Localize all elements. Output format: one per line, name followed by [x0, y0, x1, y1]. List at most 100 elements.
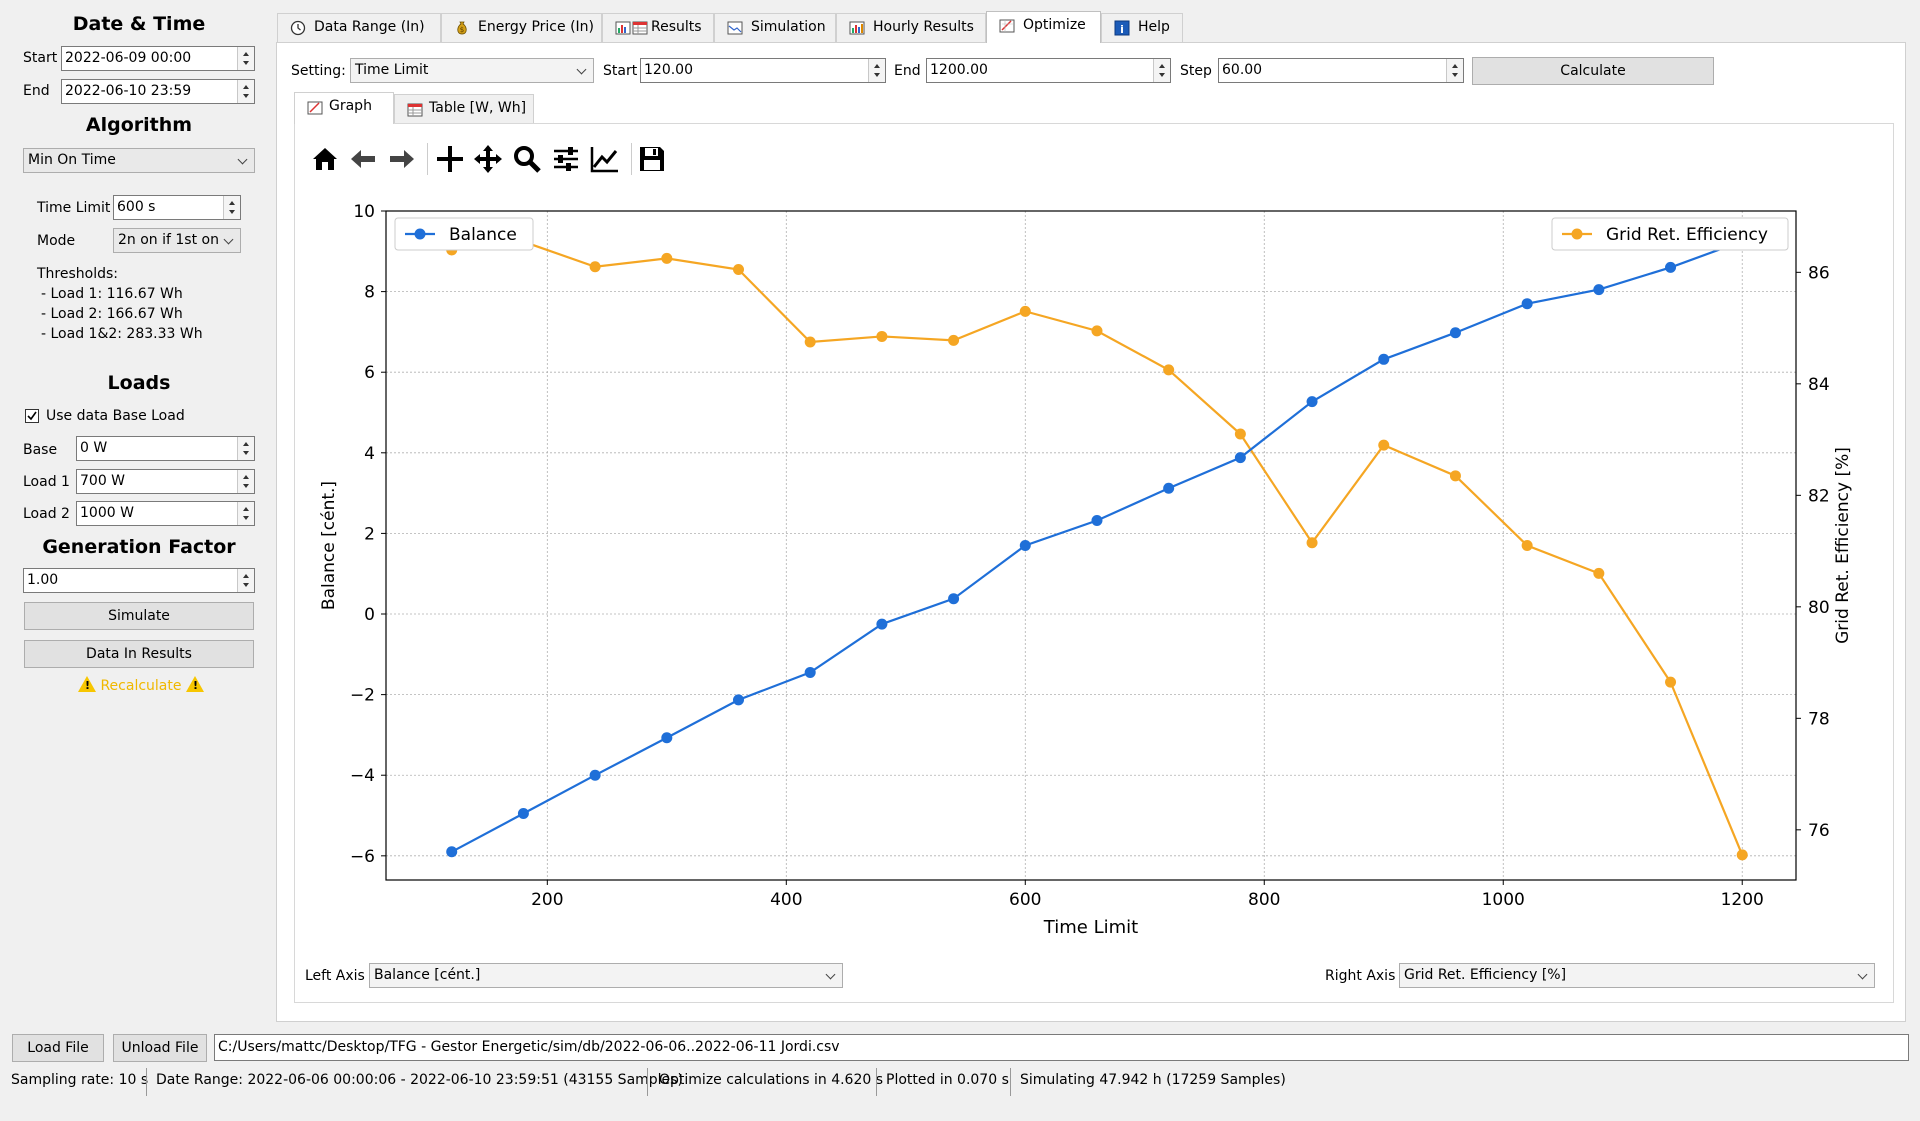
right-axis-value: Grid Ret. Efficiency [%]	[1404, 967, 1567, 983]
home-icon[interactable]	[309, 143, 341, 175]
info-icon: i	[1114, 20, 1130, 36]
tab-help[interactable]: i Help	[1101, 13, 1183, 42]
balance-point	[1163, 482, 1175, 494]
generation-factor-title: Generation Factor	[42, 536, 236, 558]
setting-select[interactable]: Time Limit	[350, 58, 594, 83]
line-chart-icon	[727, 21, 743, 35]
spin-arrows-icon[interactable]	[1446, 59, 1463, 82]
y2-tick-label: 84	[1808, 375, 1830, 395]
svg-text:i: i	[1120, 23, 1124, 36]
calculate-button[interactable]: Calculate	[1472, 57, 1714, 85]
tab-label: Results	[651, 19, 702, 35]
y-tick-label: 0	[364, 605, 375, 625]
efficiency-point	[1521, 540, 1533, 551]
tab-hourly-results[interactable]: Hourly Results	[836, 13, 986, 42]
time-limit-label: Time Limit	[37, 200, 111, 216]
balance-point	[517, 808, 529, 820]
tab-label: Hourly Results	[873, 19, 974, 35]
x-axis-label: Time Limit	[1043, 917, 1138, 938]
tab-simulation[interactable]: Simulation	[714, 13, 836, 42]
plot-frame	[385, 210, 1797, 881]
spin-arrows-icon[interactable]	[237, 437, 254, 460]
threshold-load1: - Load 1: 116.67 Wh	[41, 286, 183, 302]
save-icon[interactable]	[636, 143, 668, 175]
tab-data-range[interactable]: Data Range (In)	[277, 13, 441, 42]
opt-end-label: End	[894, 63, 921, 79]
forward-arrow-icon[interactable]	[385, 143, 417, 175]
algorithm-select[interactable]: Min On Time	[23, 148, 255, 173]
end-datetime-input[interactable]: 2022-06-10 23:59	[61, 79, 255, 104]
left-axis-select[interactable]: Balance [cént.]	[369, 963, 843, 988]
sliders-icon[interactable]	[550, 143, 582, 175]
subtab-graph[interactable]: Graph	[294, 92, 394, 124]
y-axis-right-label: Grid Ret. Efficiency [%]	[1833, 447, 1853, 644]
efficiency-point	[1091, 325, 1103, 337]
x-tick-label: 800	[1248, 890, 1280, 910]
efficiency-point	[589, 261, 601, 273]
mode-select[interactable]: 2n on if 1st on	[113, 228, 241, 253]
load2-input[interactable]: 1000 W	[76, 501, 255, 526]
load-file-button[interactable]: Load File	[12, 1034, 104, 1062]
opt-end-input[interactable]: 1200.00	[926, 58, 1171, 83]
y2-tick-label: 78	[1808, 709, 1830, 729]
algorithm-title: Algorithm	[85, 114, 193, 136]
right-axis-select[interactable]: Grid Ret. Efficiency [%]	[1399, 963, 1875, 988]
crosshair-icon[interactable]	[434, 143, 466, 175]
spin-arrows-icon[interactable]	[223, 196, 240, 219]
start-datetime-value: 2022-06-09 00:00	[65, 50, 192, 66]
edit-curve-icon[interactable]	[589, 143, 621, 175]
base-load-input[interactable]: 0 W	[76, 436, 255, 461]
opt-start-input[interactable]: 120.00	[640, 58, 886, 83]
simulate-button[interactable]: Simulate	[24, 602, 254, 630]
svg-text:$: $	[460, 26, 464, 34]
y2-tick-label: 76	[1808, 821, 1830, 841]
base-label: Base	[23, 442, 58, 458]
spin-arrows-icon[interactable]	[237, 470, 254, 493]
tab-energy-price[interactable]: $ Energy Price (In)	[441, 13, 602, 42]
unload-file-button[interactable]: Unload File	[113, 1034, 207, 1062]
tab-label: Optimize	[1023, 17, 1086, 33]
tab-results[interactable]: Results	[602, 13, 714, 42]
tab-label: Help	[1138, 19, 1170, 35]
mode-label: Mode	[37, 233, 76, 249]
load1-input[interactable]: 700 W	[76, 469, 255, 494]
efficiency-point	[1306, 537, 1318, 549]
efficiency-point	[804, 336, 816, 348]
file-path-field[interactable]: C:/Users/mattc/Desktop/TFG - Gestor Ener…	[214, 1034, 1909, 1061]
balance-point	[1665, 261, 1677, 273]
spin-arrows-icon[interactable]	[237, 502, 254, 525]
spin-arrows-icon[interactable]	[1153, 59, 1170, 82]
status-date-range: Date Range: 2022-06-06 00:00:06 - 2022-0…	[156, 1072, 683, 1088]
use-base-load-label: Use data Base Load	[46, 408, 185, 424]
efficiency-point	[948, 334, 960, 346]
start-datetime-input[interactable]: 2022-06-09 00:00	[61, 46, 255, 71]
spin-arrows-icon[interactable]	[237, 47, 254, 70]
time-limit-input[interactable]: 600 s	[113, 195, 241, 220]
setting-value: Time Limit	[355, 62, 429, 78]
legend-efficiency-label: Grid Ret. Efficiency	[1606, 225, 1768, 245]
chevron-down-icon	[1857, 969, 1868, 980]
tab-label: Simulation	[751, 19, 826, 35]
data-in-results-button[interactable]: Data In Results	[24, 640, 254, 668]
tab-label: Data Range (In)	[314, 19, 425, 35]
y-axis-left-label: Balance [cént.]	[319, 481, 339, 610]
subtab-table[interactable]: Table [W, Wh]	[394, 94, 534, 123]
opt-step-input[interactable]: 60.00	[1218, 58, 1464, 83]
efficiency-point	[1665, 676, 1677, 688]
warning-icon: !	[78, 676, 96, 692]
generation-factor-input[interactable]: 1.00	[23, 568, 255, 593]
spin-arrows-icon[interactable]	[237, 80, 254, 103]
balance-point	[804, 666, 816, 678]
zoom-icon[interactable]	[511, 143, 543, 175]
pan-icon[interactable]	[472, 143, 504, 175]
balance-point	[876, 618, 888, 630]
back-arrow-icon[interactable]	[348, 143, 380, 175]
status-optimize-time: Optimize calculations in 4.620 s	[659, 1072, 884, 1088]
status-separator	[146, 1068, 147, 1096]
efficiency-point	[661, 252, 673, 264]
efficiency-point	[1736, 849, 1748, 861]
use-base-load-checkbox[interactable]	[25, 409, 39, 423]
tab-optimize[interactable]: Optimize	[986, 11, 1101, 43]
spin-arrows-icon[interactable]	[868, 59, 885, 82]
spin-arrows-icon[interactable]	[237, 569, 254, 592]
